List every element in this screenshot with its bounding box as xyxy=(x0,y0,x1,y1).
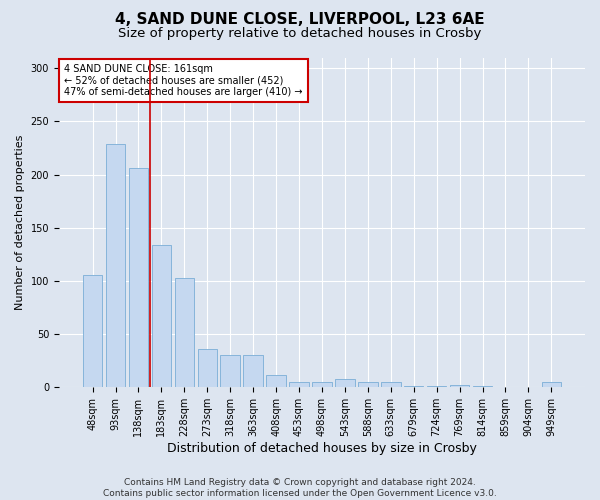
Text: 4, SAND DUNE CLOSE, LIVERPOOL, L23 6AE: 4, SAND DUNE CLOSE, LIVERPOOL, L23 6AE xyxy=(115,12,485,28)
Bar xyxy=(152,245,171,388)
Bar xyxy=(106,144,125,388)
Bar xyxy=(473,386,492,388)
Text: 4 SAND DUNE CLOSE: 161sqm
← 52% of detached houses are smaller (452)
47% of semi: 4 SAND DUNE CLOSE: 161sqm ← 52% of detac… xyxy=(64,64,302,98)
Bar xyxy=(289,382,309,388)
Bar xyxy=(358,382,377,388)
Bar xyxy=(404,386,424,388)
Bar xyxy=(427,386,446,388)
Bar xyxy=(220,356,240,388)
Bar xyxy=(175,278,194,388)
Bar xyxy=(542,382,561,388)
Bar xyxy=(266,374,286,388)
Bar xyxy=(83,274,103,388)
Y-axis label: Number of detached properties: Number of detached properties xyxy=(15,134,25,310)
Bar xyxy=(128,168,148,388)
Text: Contains HM Land Registry data © Crown copyright and database right 2024.
Contai: Contains HM Land Registry data © Crown c… xyxy=(103,478,497,498)
Text: Size of property relative to detached houses in Crosby: Size of property relative to detached ho… xyxy=(118,28,482,40)
Bar xyxy=(335,379,355,388)
Bar xyxy=(450,385,469,388)
Bar xyxy=(197,349,217,388)
X-axis label: Distribution of detached houses by size in Crosby: Distribution of detached houses by size … xyxy=(167,442,477,455)
Bar xyxy=(312,382,332,388)
Bar xyxy=(244,356,263,388)
Bar xyxy=(381,382,401,388)
